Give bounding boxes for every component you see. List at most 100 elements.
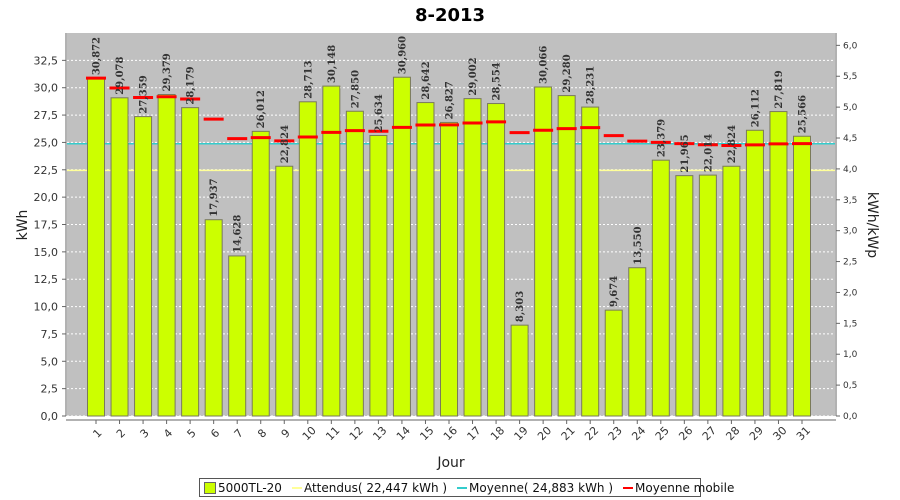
- y2-axis-label: kWh/kWp: [864, 192, 880, 258]
- data-label: 25,634: [374, 94, 385, 132]
- data-label: 26,112: [750, 89, 761, 127]
- bar: [157, 94, 176, 417]
- legend: 5000TL-20 Attendus( 22,447 kWh ) Moyenne…: [199, 478, 734, 497]
- bar: [557, 95, 576, 417]
- x-tick-label: 10: [300, 424, 319, 443]
- data-label: 22,824: [727, 125, 738, 163]
- bars: [87, 76, 811, 417]
- legend-item-moving-average: Moyenne mobile: [623, 481, 734, 495]
- data-label: 28,179: [186, 66, 197, 104]
- x-tick-label: 6: [208, 426, 222, 440]
- legend-swatch-production: [204, 481, 216, 494]
- y-tick-label: 5,0: [41, 355, 59, 368]
- bar: [440, 121, 458, 417]
- bar: [698, 174, 717, 417]
- y2-tick-label: 1,0: [843, 350, 858, 360]
- y-tick-label: 22,5: [34, 164, 59, 177]
- bar: [487, 103, 506, 417]
- y2-tick-label: 4,0: [843, 165, 858, 175]
- bar: [392, 76, 411, 417]
- x-tick-label: 2: [114, 426, 128, 440]
- legend-label-production: 5000TL-20: [218, 480, 282, 495]
- data-label: 28,642: [421, 61, 432, 99]
- chart-title: 8-2013: [415, 5, 485, 26]
- y2-tick-label: 5,0: [843, 103, 858, 113]
- data-label: 28,554: [492, 62, 503, 100]
- y-tick-label: 20,0: [34, 191, 59, 204]
- x-tick-label: 11: [323, 424, 342, 443]
- bar: [134, 116, 153, 417]
- y-tick-label: 12,5: [34, 273, 59, 286]
- bar: [87, 77, 105, 417]
- bar: [675, 175, 694, 417]
- y-ticks-left: 0,0 2,5 5,0 7,5 10,0 12,5 15,0 17,5 20,0 22,5 25,0…: [34, 54, 66, 423]
- legend-label-moving-average: Moyenne mobile: [635, 480, 735, 495]
- data-label: 13,550: [633, 226, 644, 264]
- y-tick-label: 30,0: [34, 82, 59, 95]
- y-ticks-right: 0,0 0,5 1,0 1,5 2,0 2,5 3,0 3,5 4,0 4,5 5,0 5,5 6,0: [836, 41, 858, 422]
- data-label: 26,827: [445, 81, 456, 119]
- y2-tick-label: 0,0: [843, 412, 858, 422]
- legend-label-average: Moyenne( 24,883 kWh ): [469, 480, 614, 495]
- data-label: 8,303: [515, 291, 526, 322]
- y-tick-label: 17,5: [34, 219, 59, 232]
- y-tick-label: 7,5: [41, 328, 59, 341]
- x-axis-label: Jour: [436, 455, 465, 471]
- x-tick-label: 17: [465, 424, 484, 443]
- data-label: 29,002: [468, 57, 479, 95]
- x-tick-label: 7: [232, 426, 246, 440]
- x-tick-label: 20: [535, 424, 554, 443]
- legend-item-expected: Attendus( 22,447 kWh ): [291, 480, 448, 495]
- bar: [298, 101, 317, 417]
- x-tick-label: 26: [676, 424, 695, 443]
- x-tick-label: 31: [794, 424, 813, 443]
- y-axis-label: kWh: [15, 210, 31, 241]
- y2-tick-label: 3,5: [843, 196, 857, 206]
- data-label: 29,379: [162, 53, 173, 91]
- bar: [204, 219, 223, 417]
- y2-tick-label: 0,5: [843, 381, 857, 391]
- legend-swatch-expected: [291, 486, 302, 489]
- x-tick-label: 1: [90, 426, 104, 440]
- data-label: 9,674: [609, 276, 620, 307]
- y2-tick-label: 4,5: [843, 134, 857, 144]
- bar: [722, 165, 741, 417]
- bar: [534, 86, 553, 417]
- legend-label-expected: Attendus( 22,447 kWh ): [303, 480, 448, 495]
- x-tick-label: 9: [279, 426, 293, 440]
- data-label: 30,960: [397, 36, 408, 74]
- data-labels: 30,872 29,078 27,359 29,379 28,179 17,937 14,6…: [92, 36, 809, 322]
- bar: [745, 129, 764, 417]
- y2-tick-label: 2,0: [843, 288, 858, 298]
- data-label: 27,850: [350, 70, 361, 108]
- x-tick-label: 29: [747, 424, 766, 443]
- y-tick-label: 15,0: [34, 246, 59, 259]
- data-label: 22,014: [703, 134, 714, 172]
- y2-tick-label: 3,0: [843, 227, 858, 237]
- data-label: 29,280: [562, 54, 573, 92]
- x-tick-label: 30: [770, 424, 789, 443]
- data-label: 28,713: [303, 60, 314, 98]
- y-tick-label: 10,0: [34, 301, 59, 314]
- bar: [769, 111, 788, 417]
- x-tick-label: 4: [161, 426, 175, 440]
- data-label: 17,937: [209, 178, 220, 216]
- bar: [793, 135, 811, 417]
- x-tick-label: 19: [512, 424, 531, 443]
- data-label: 29,078: [115, 56, 126, 94]
- legend-swatch-moving-average: [623, 486, 634, 489]
- x-tick-label: 21: [559, 424, 578, 443]
- x-tick-label: 5: [185, 426, 199, 440]
- bar: [604, 309, 623, 417]
- x-tick-label: 3: [138, 426, 152, 440]
- y-tick-label: 32,5: [34, 54, 59, 67]
- y2-tick-label: 2,5: [843, 258, 857, 268]
- bar: [651, 159, 670, 417]
- bar: [345, 110, 364, 417]
- bar: [581, 106, 600, 417]
- data-label: 30,066: [539, 46, 550, 84]
- y2-tick-label: 5,5: [843, 72, 857, 82]
- x-tick-label: 23: [606, 424, 625, 443]
- moving-average-marks: [86, 76, 812, 147]
- x-tick-label: 27: [700, 424, 719, 443]
